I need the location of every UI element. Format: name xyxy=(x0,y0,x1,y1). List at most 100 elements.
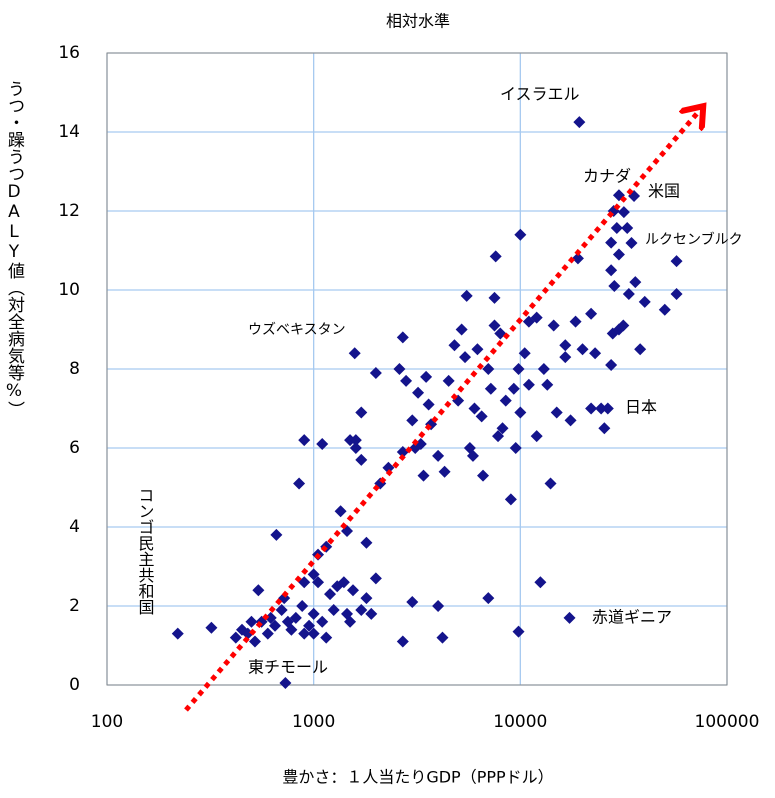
point xyxy=(475,410,488,423)
point xyxy=(171,627,184,640)
point xyxy=(460,289,473,302)
x-tick-label: 1000 xyxy=(292,712,335,732)
y-tick-label: 2 xyxy=(69,596,80,616)
point xyxy=(269,619,282,632)
point xyxy=(349,442,362,454)
point xyxy=(629,276,642,289)
point xyxy=(382,461,395,474)
y-tick-label: 8 xyxy=(69,359,80,379)
point xyxy=(393,363,406,375)
point xyxy=(264,611,277,624)
point xyxy=(608,280,621,293)
point xyxy=(601,402,614,415)
point xyxy=(285,623,298,636)
point xyxy=(261,627,274,640)
annotation: 米国 xyxy=(648,182,680,201)
annotation: イスラエル xyxy=(500,85,580,104)
point xyxy=(617,319,630,332)
point xyxy=(307,568,320,581)
point xyxy=(422,398,435,411)
point xyxy=(348,347,361,360)
point xyxy=(547,319,560,332)
y-tick-label: 12 xyxy=(58,201,80,221)
point xyxy=(466,449,479,462)
point xyxy=(468,402,481,415)
point xyxy=(617,206,630,219)
point xyxy=(514,406,527,419)
annotation: ウズベキスタン xyxy=(248,322,346,338)
y-axis-label: うつ・躁うつDALY値（対全病気等%） xyxy=(4,80,25,418)
point xyxy=(512,625,525,638)
point xyxy=(298,434,311,447)
point xyxy=(512,363,525,375)
point xyxy=(324,588,337,601)
point xyxy=(298,627,311,640)
point xyxy=(205,621,218,634)
annotation: 赤道ギニア xyxy=(592,608,672,627)
point xyxy=(303,619,316,632)
plot-frame xyxy=(106,52,728,686)
point xyxy=(484,382,497,395)
point xyxy=(541,378,554,391)
point xyxy=(563,611,576,624)
point xyxy=(396,635,409,648)
point xyxy=(576,343,589,356)
annotation: コンゴ民主共和国 xyxy=(136,487,155,615)
point xyxy=(355,603,368,616)
point xyxy=(544,477,557,490)
point xyxy=(289,611,302,624)
point xyxy=(248,635,261,648)
x-axis-label: 豊かさ：１人当たりGDP（PPPドル） xyxy=(282,768,553,787)
point xyxy=(400,374,413,387)
point xyxy=(312,576,325,589)
point xyxy=(355,453,368,466)
point xyxy=(344,615,357,628)
point xyxy=(530,311,543,324)
point xyxy=(347,584,360,597)
point xyxy=(327,603,340,616)
y-tick-label: 4 xyxy=(69,517,80,537)
point xyxy=(369,366,382,379)
point xyxy=(622,287,635,300)
point xyxy=(492,430,505,443)
point xyxy=(496,422,509,435)
point xyxy=(229,631,242,644)
x-tick-label: 100 xyxy=(91,712,123,732)
point xyxy=(489,250,502,263)
point xyxy=(621,221,634,234)
point xyxy=(477,469,490,482)
point xyxy=(438,465,451,478)
point xyxy=(499,394,512,407)
grid xyxy=(106,52,728,686)
annotation: カナダ xyxy=(583,167,631,186)
point xyxy=(432,600,445,612)
point xyxy=(612,248,625,261)
point xyxy=(534,576,547,589)
point xyxy=(337,576,350,589)
point xyxy=(564,414,577,427)
point xyxy=(307,627,320,640)
point xyxy=(488,291,501,304)
y-tick-label: 0 xyxy=(69,675,80,695)
point xyxy=(293,477,306,490)
point xyxy=(605,359,618,372)
point xyxy=(417,469,430,482)
point xyxy=(334,505,347,518)
point xyxy=(471,343,484,356)
point xyxy=(360,536,373,549)
point xyxy=(406,596,419,609)
point xyxy=(482,363,495,375)
annotation: ルクセンブルク xyxy=(645,231,743,248)
x-tick-label: 100000 xyxy=(695,712,760,732)
point xyxy=(537,363,550,375)
x-tick-label: 10000 xyxy=(493,712,547,732)
point xyxy=(406,414,419,427)
point xyxy=(252,584,265,597)
point xyxy=(605,236,618,249)
point xyxy=(396,445,409,458)
point xyxy=(634,343,647,356)
point xyxy=(455,323,468,336)
y-tick-label: 14 xyxy=(58,122,80,142)
point xyxy=(320,631,333,644)
